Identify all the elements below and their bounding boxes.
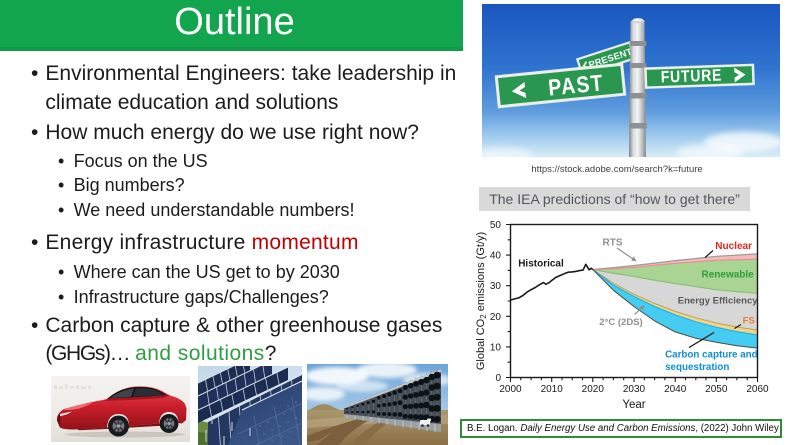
svg-text:50: 50 bbox=[490, 220, 502, 231]
svg-text:2050: 2050 bbox=[705, 384, 728, 395]
svg-text:Year: Year bbox=[622, 399, 645, 411]
svg-text:Global CO2 emissions (Gt/y): Global CO2 emissions (Gt/y) bbox=[475, 232, 488, 370]
svg-text:Historical: Historical bbox=[518, 259, 564, 270]
svg-text:0: 0 bbox=[495, 373, 501, 384]
svg-text:FS: FS bbox=[743, 315, 755, 326]
svg-text:40: 40 bbox=[490, 251, 502, 262]
svg-text:RTS: RTS bbox=[603, 238, 623, 249]
svg-text:Energy Efficiency: Energy Efficiency bbox=[678, 296, 758, 307]
svg-text:2010: 2010 bbox=[541, 384, 564, 395]
svg-text:2060: 2060 bbox=[746, 384, 769, 395]
svg-text:30: 30 bbox=[490, 281, 502, 292]
svg-text:2030: 2030 bbox=[623, 384, 646, 395]
svg-text:20: 20 bbox=[490, 312, 502, 323]
svg-text:Renewable: Renewable bbox=[702, 270, 755, 281]
svg-text:2040: 2040 bbox=[664, 384, 687, 395]
svg-text:PAST: PAST bbox=[547, 70, 605, 101]
svg-text:Carbon capture and: Carbon capture and bbox=[665, 350, 758, 361]
svg-text:10: 10 bbox=[490, 342, 502, 353]
svg-text:2020: 2020 bbox=[582, 384, 605, 395]
svg-text:2°C (2DS): 2°C (2DS) bbox=[599, 317, 642, 328]
svg-text:Nuclear: Nuclear bbox=[715, 241, 752, 252]
svg-text:2000: 2000 bbox=[499, 384, 522, 395]
svg-text:sequestration: sequestration bbox=[665, 362, 729, 373]
svg-text:FUTURE: FUTURE bbox=[660, 66, 722, 86]
